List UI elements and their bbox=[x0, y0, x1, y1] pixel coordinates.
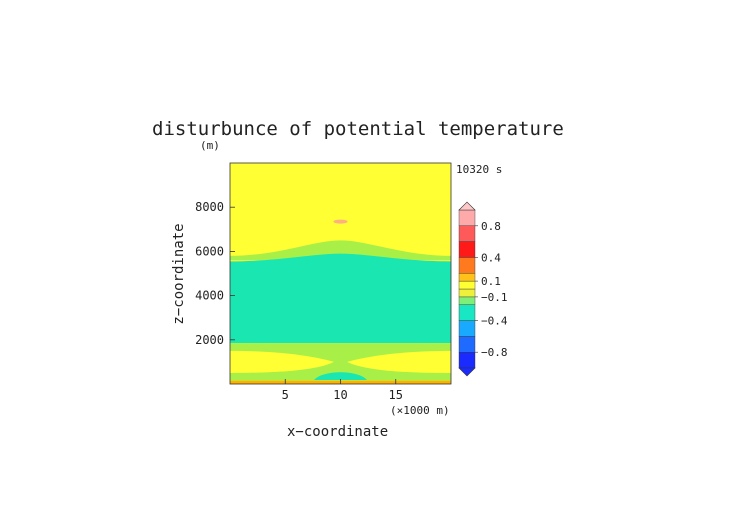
lower-right-positive-lens bbox=[347, 350, 451, 373]
colorbar-bin-7 bbox=[458, 273, 476, 282]
colorbar-tick-label-−0.8: −0.8 bbox=[481, 346, 508, 359]
colorbar-bin-5 bbox=[458, 288, 476, 298]
colorbar-bin-3 bbox=[458, 304, 476, 321]
colorbar-tick-label-−0.1: −0.1 bbox=[481, 291, 508, 304]
colorbar-over-arrow bbox=[458, 201, 476, 211]
colorbar-bin-6 bbox=[458, 280, 476, 290]
lower-left-positive-lens bbox=[230, 350, 334, 373]
colorbar-bin-9 bbox=[458, 241, 476, 258]
plot-field bbox=[229, 162, 452, 385]
colorbar-bin-2 bbox=[458, 320, 476, 337]
colorbar: 0.8 0.4 0.1 −0.1 −0.4 −0.8 bbox=[458, 201, 508, 377]
upper-positive-patch bbox=[333, 219, 348, 224]
colorbar-tick-label-0.4: 0.4 bbox=[481, 251, 501, 264]
y-tick-label-2000: 2000 bbox=[195, 333, 224, 347]
colorbar-bin-8 bbox=[458, 257, 476, 274]
colorbar-under-arrow bbox=[458, 367, 476, 377]
time-label: 10320 s bbox=[456, 163, 502, 176]
colorbar-bin-1 bbox=[458, 336, 476, 353]
ground-negative-dome bbox=[313, 372, 368, 381]
y-tick-label-8000: 8000 bbox=[195, 200, 224, 214]
x-tick-label-15: 15 bbox=[389, 388, 403, 402]
y-axis: 2000 4000 6000 8000 bbox=[195, 200, 235, 347]
colorbar-tick-label-0.1: 0.1 bbox=[481, 275, 501, 288]
chart-title: disturbunce of potential temperature bbox=[152, 118, 564, 140]
colorbar-bin-0 bbox=[458, 352, 476, 369]
x-axis-label: x−coordinate bbox=[287, 424, 388, 440]
x-axis: 5 10 15 bbox=[282, 379, 403, 402]
colorbar-bin-11 bbox=[458, 209, 476, 227]
colorbar-tick-label-−0.4: −0.4 bbox=[481, 315, 508, 328]
upper-transition-band bbox=[230, 240, 451, 261]
x-tick-label-10: 10 bbox=[333, 388, 347, 402]
colorbar-bin-4 bbox=[458, 296, 476, 305]
negative-region bbox=[230, 253, 451, 344]
colorbar-tick-label-0.8: 0.8 bbox=[481, 220, 501, 233]
x-tick-label-5: 5 bbox=[282, 388, 289, 402]
y-tick-label-6000: 6000 bbox=[195, 244, 224, 258]
y-unit-label: (m) bbox=[200, 139, 220, 152]
y-tick-label-4000: 4000 bbox=[195, 289, 224, 303]
colorbar-bin-10 bbox=[458, 225, 476, 242]
y-axis-label: z−coordinate bbox=[171, 223, 187, 324]
x-unit-label: (×1000 m) bbox=[390, 404, 450, 417]
